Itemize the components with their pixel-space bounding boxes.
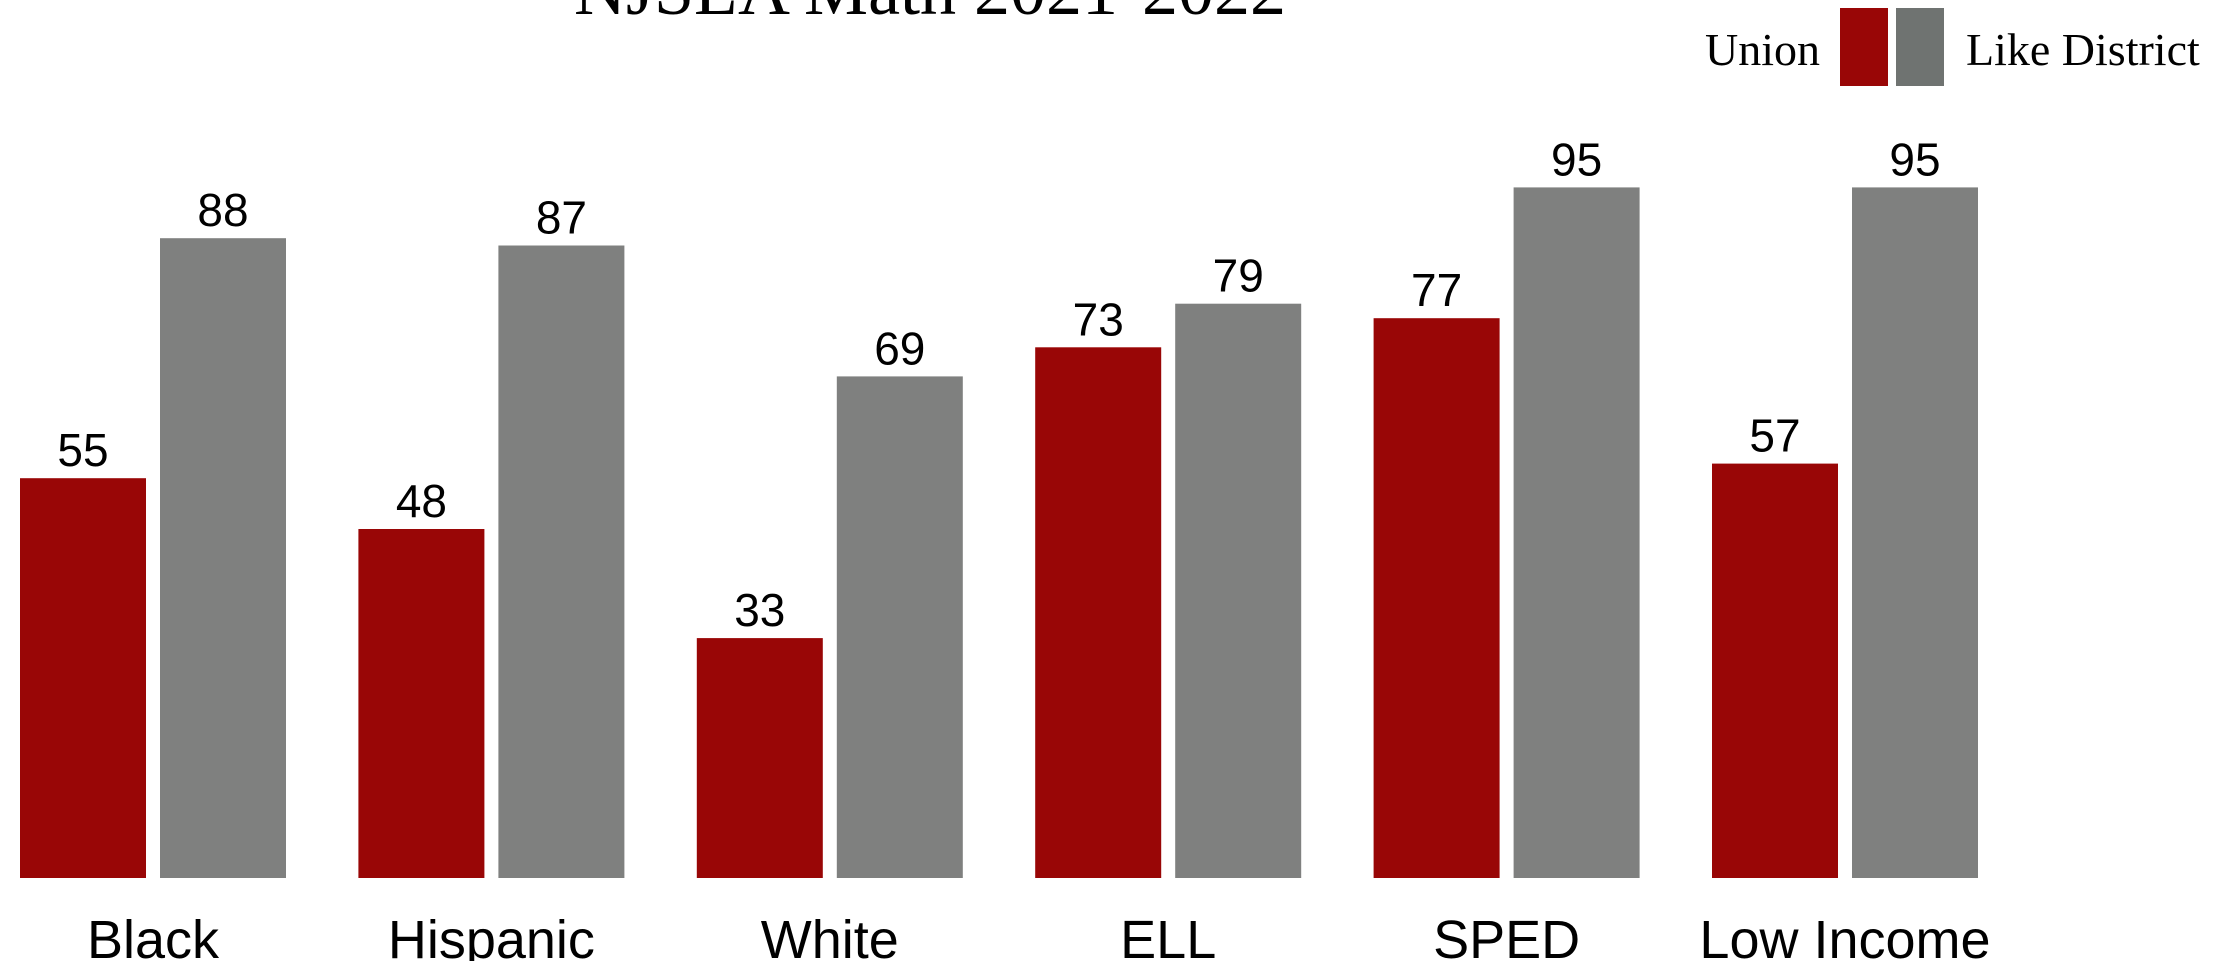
legend-label-union: Union: [1705, 24, 1820, 75]
legend-swatch-like-district: [1896, 8, 1944, 86]
value-label-union-sped: 77: [1411, 264, 1462, 316]
bar-like-district-black: [160, 238, 286, 878]
bar-like-district-low-income: [1852, 187, 1978, 878]
legend: Union Like District: [1705, 8, 2200, 86]
category-label-hispanic: Hispanic: [388, 910, 595, 961]
bar-union-white: [696, 638, 823, 878]
category-labels-group: Black Hispanic White ELL SPED Low Income: [87, 910, 1991, 961]
bar-union-hispanic: [358, 529, 485, 878]
value-label-like-district-sped: 95: [1551, 133, 1602, 185]
legend-swatch-union: [1840, 8, 1888, 86]
value-label-union-black: 55: [57, 424, 108, 476]
category-label-ell: ELL: [1120, 910, 1216, 961]
bar-like-district-sped: [1513, 187, 1640, 878]
legend-label-like-district: Like District: [1966, 24, 2200, 75]
value-label-like-district-black: 88: [197, 184, 248, 236]
bar-like-district-ell: [1175, 303, 1302, 878]
value-label-like-district-low-income: 95: [1889, 133, 1940, 185]
value-labels-group: 55 88 48 87 33 69 73 79 77 95 57 95: [57, 133, 1940, 636]
bars-group: [20, 187, 1978, 878]
value-label-union-low-income: 57: [1749, 410, 1800, 462]
bar-like-district-white: [836, 376, 963, 878]
value-label-like-district-white: 69: [874, 322, 925, 374]
bar-union-low-income: [1712, 463, 1838, 878]
category-label-white: White: [761, 910, 899, 961]
category-label-low-income: Low Income: [1699, 910, 1990, 961]
bar-union-ell: [1035, 347, 1162, 878]
bar-union-sped: [1373, 318, 1500, 878]
bar-union-black: [20, 478, 146, 878]
value-label-like-district-hispanic: 87: [536, 192, 587, 244]
value-label-union-white: 33: [734, 584, 785, 636]
category-label-black: Black: [87, 910, 220, 961]
value-label-union-ell: 73: [1073, 293, 1124, 345]
value-label-like-district-ell: 79: [1213, 250, 1264, 302]
chart-title: NJSLA Math 2021-2022: [574, 0, 1286, 30]
bar-like-district-hispanic: [498, 245, 625, 878]
value-label-union-hispanic: 48: [396, 475, 447, 527]
category-label-sped: SPED: [1433, 910, 1580, 961]
